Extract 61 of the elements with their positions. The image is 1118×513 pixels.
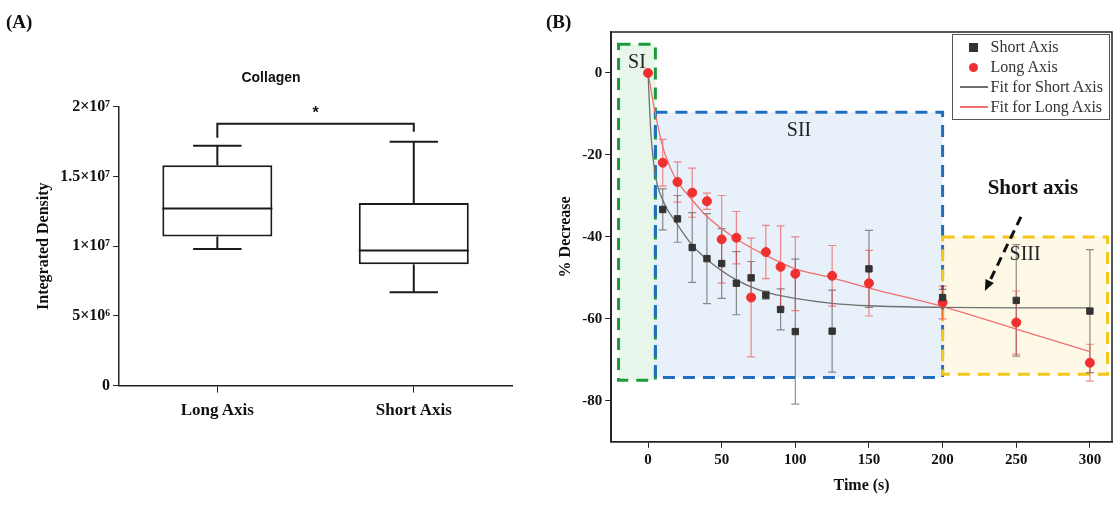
point [731, 232, 742, 243]
y-tick-label: 0 [102, 375, 111, 393]
point [791, 327, 799, 336]
chart-title: Collagen [241, 69, 301, 86]
y-tick-label: -40 [582, 227, 603, 244]
band-label: SI [628, 49, 646, 72]
point [1084, 357, 1095, 368]
text: (A) [6, 11, 33, 34]
y-axis-title: % Decrease [555, 196, 573, 278]
point [775, 261, 786, 272]
point [688, 243, 696, 252]
x-tick-label: 300 [1078, 450, 1102, 467]
y-tick-label: -20 [582, 145, 603, 162]
point [790, 268, 801, 279]
point [673, 215, 682, 223]
point [687, 187, 698, 198]
point [701, 196, 712, 207]
point [659, 205, 667, 214]
text: (B) [546, 11, 572, 34]
band-label: SII [786, 117, 812, 140]
y-tick-label: 0 [594, 63, 603, 80]
point [776, 305, 785, 314]
x-tick-label: 100 [784, 450, 807, 467]
point [760, 247, 771, 258]
x-tick-label: 50 [714, 450, 730, 467]
point [1011, 317, 1022, 328]
y-tick-label: 1.5×10⁷ [60, 166, 111, 184]
legend-label: Short Axis [990, 37, 1059, 57]
point [747, 274, 755, 282]
point [717, 259, 726, 268]
point [865, 265, 873, 273]
point [746, 292, 757, 303]
point [716, 234, 727, 245]
x-tick-label: 0 [644, 450, 652, 467]
point [1086, 307, 1094, 315]
legend-label: Fit for Long Axis [990, 97, 1103, 117]
y-tick-label: 2×10⁷ [72, 96, 111, 114]
point [863, 278, 874, 289]
x-tick-label: 200 [931, 450, 954, 467]
y-axis-title: Integrated Density [33, 182, 52, 310]
point [643, 67, 654, 78]
legend-label: Long Axis [990, 57, 1058, 77]
annotation: Short axis [987, 175, 1079, 200]
x-tick-label: 150 [857, 450, 881, 467]
legend-label: Fit for Short Axis [990, 77, 1103, 97]
annotation: * [312, 104, 320, 122]
band-label: SIII [1009, 242, 1041, 265]
x-axis-title: Time (s) [833, 475, 890, 494]
point [828, 327, 836, 335]
point [657, 157, 668, 168]
x-tick-label: 250 [1005, 450, 1028, 467]
point [672, 176, 683, 187]
point [827, 270, 838, 281]
point [1012, 296, 1020, 305]
y-tick-label: 1×10⁷ [72, 236, 111, 254]
point [732, 279, 741, 287]
point [938, 293, 947, 302]
y-tick-label: -80 [582, 391, 603, 408]
y-tick-label: -60 [582, 309, 603, 326]
point [703, 254, 711, 263]
y-tick-label: 5×10⁶ [72, 306, 111, 324]
